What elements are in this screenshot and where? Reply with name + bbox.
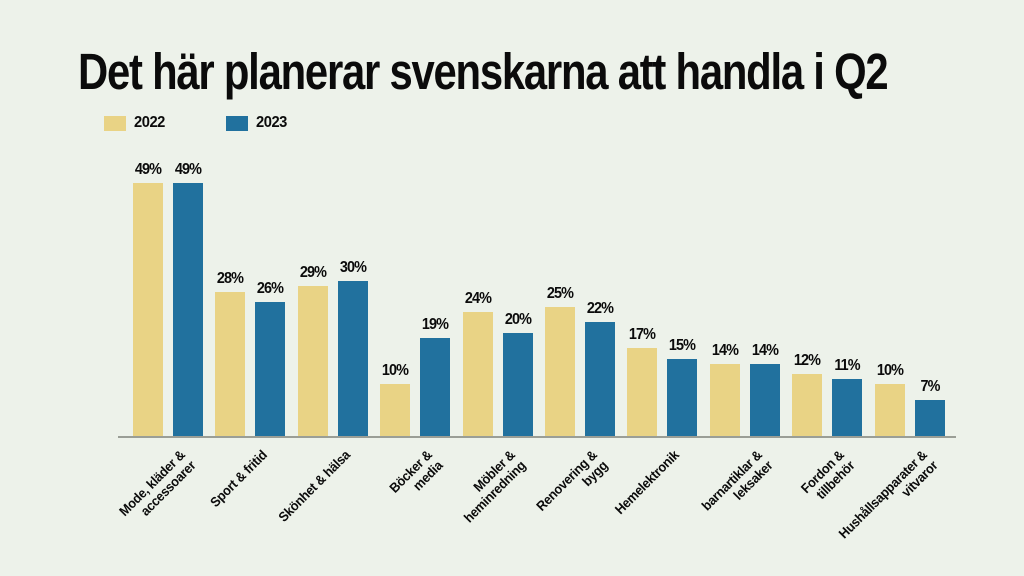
bar-2022 xyxy=(462,312,493,436)
bar-group: 29% 30% xyxy=(297,160,368,436)
bar-value-label: 15% xyxy=(669,337,696,354)
bar-value-label: 14% xyxy=(711,342,739,359)
bar-value-label: 11% xyxy=(834,357,861,374)
page-title: Det här planerar svenskarna att handla i… xyxy=(78,43,889,100)
bar-group: 12% 11% xyxy=(792,160,863,436)
bar-2023 xyxy=(832,379,863,436)
bar-2023 xyxy=(749,364,780,436)
bar-group: 49% 49% xyxy=(133,160,203,436)
bar-2023 xyxy=(337,281,368,436)
bar-value-label: 14% xyxy=(751,342,779,359)
bar-2022 xyxy=(627,348,658,436)
bar-value-label: 10% xyxy=(382,362,409,379)
bar-2023 xyxy=(502,333,533,436)
bar-value-label: 7% xyxy=(920,378,940,395)
legend-item-2023: 2023 xyxy=(225,114,290,132)
bar-value-label: 10% xyxy=(876,362,904,379)
bar-group: 10% 7% xyxy=(874,160,945,436)
bar-value-label: 24% xyxy=(464,290,492,307)
bar-2022 xyxy=(874,384,905,436)
bar-2023 xyxy=(420,338,451,436)
x-axis-tick-label: Mode, kläder & accessoarer xyxy=(116,447,199,519)
legend-label-2022: 2022 xyxy=(134,114,165,131)
bar-value-label: 30% xyxy=(339,259,367,276)
bar-value-label: 17% xyxy=(629,326,656,343)
bar-2022 xyxy=(792,374,823,436)
bar-group: 25% 22% xyxy=(545,160,615,436)
bar-value-label: 20% xyxy=(504,311,532,328)
bar-2023 xyxy=(585,322,615,436)
bar-2022 xyxy=(133,183,163,436)
bar-group: 17% 15% xyxy=(627,160,698,436)
legend: 2022 2023 xyxy=(104,114,289,132)
bar-group: 28% 26% xyxy=(215,160,286,436)
bar-value-label: 49% xyxy=(174,161,202,178)
bar-2022 xyxy=(297,286,328,436)
bar-value-label: 26% xyxy=(257,280,284,297)
bar-value-label: 49% xyxy=(134,161,162,178)
legend-swatch-2023 xyxy=(225,115,248,131)
bar-2022 xyxy=(380,384,411,436)
bar-group: 24% 20% xyxy=(462,160,533,436)
legend-swatch-2022 xyxy=(104,115,126,131)
bar-2022 xyxy=(545,307,575,436)
bar-value-label: 29% xyxy=(299,264,327,281)
bar-value-label: 22% xyxy=(586,300,614,317)
bar-value-label: 12% xyxy=(794,352,821,369)
bar-2023 xyxy=(173,183,203,436)
bar-value-label: 28% xyxy=(217,270,244,287)
bar-group: 14% 14% xyxy=(709,160,780,436)
legend-label-2023: 2023 xyxy=(255,114,287,131)
bar-2023 xyxy=(914,400,945,436)
bar-2023 xyxy=(667,359,698,436)
bar-value-label: 25% xyxy=(546,285,574,302)
legend-item-2022: 2022 xyxy=(104,114,168,132)
bar-2023 xyxy=(255,302,286,436)
bar-2022 xyxy=(709,364,740,436)
bar-group: 10% 19% xyxy=(380,160,451,436)
bar-value-label: 19% xyxy=(422,316,449,333)
bar-2022 xyxy=(215,292,246,436)
bar-chart-plot-area: 49% 49% Mode, kläder & accessoarer 28% 26% Sp… xyxy=(116,160,956,541)
